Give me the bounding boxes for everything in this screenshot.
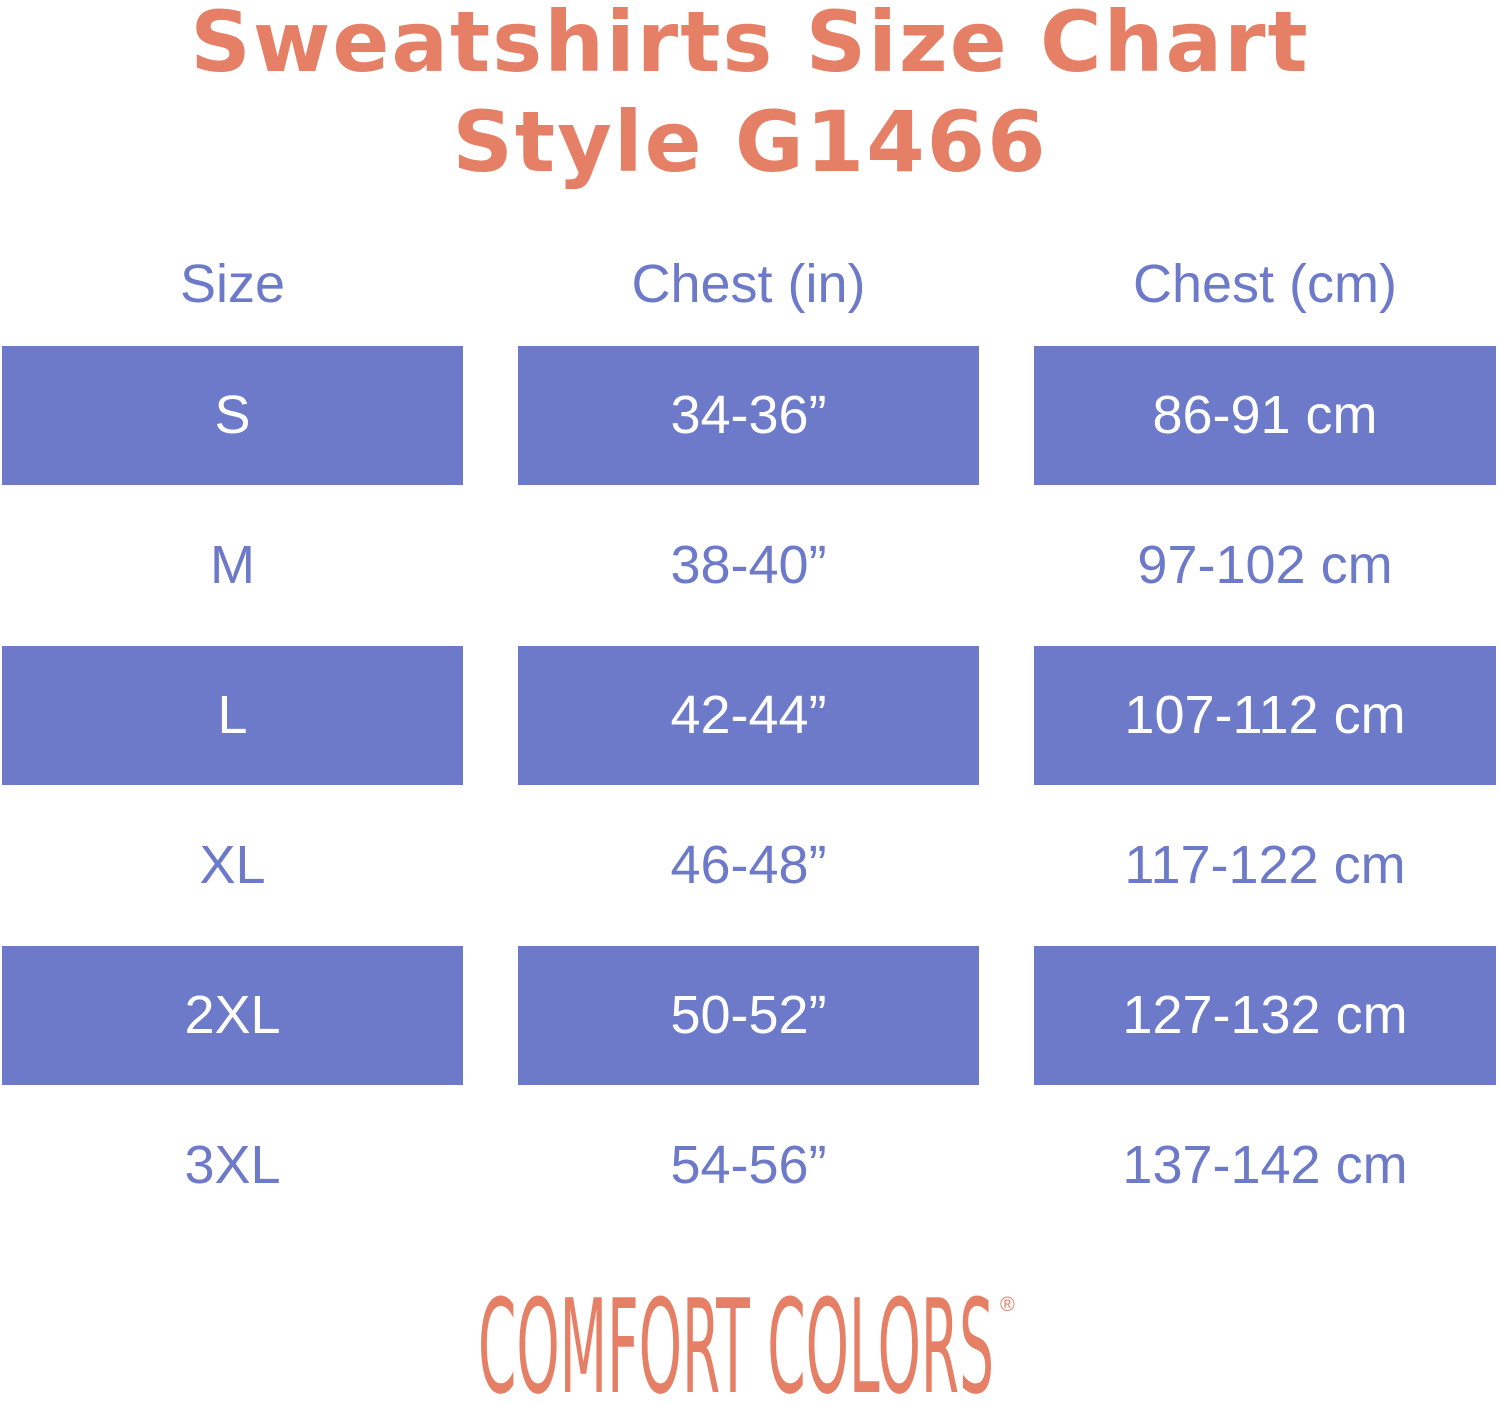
size-cell: M xyxy=(210,535,255,595)
size-cell: XL xyxy=(199,835,266,895)
chest-cm-cell: 117-122 cm xyxy=(1124,835,1406,895)
header-size: Size xyxy=(179,254,286,314)
chest-in-cell: 34-36” xyxy=(518,346,979,485)
brand-logo: COMFORT COLORS xyxy=(478,1292,994,1398)
chest-in-cell: 42-44” xyxy=(518,646,979,785)
registered-mark: ® xyxy=(1000,1294,1015,1316)
size-cell: 3XL xyxy=(184,1135,281,1195)
size-cell: L xyxy=(2,646,463,785)
brand-logo-svg: COMFORT COLORS xyxy=(478,1292,994,1398)
chest-cm-cell: 137-142 cm xyxy=(1122,1135,1408,1195)
brand-logo-text: COMFORT COLORS xyxy=(478,1292,994,1398)
chart-subtitle: Style G1466 xyxy=(452,93,1048,191)
chest-in-cell: 46-48” xyxy=(670,835,827,895)
header-chest-in: Chest (in) xyxy=(631,254,866,314)
chest-cm-cell: 97-102 cm xyxy=(1137,535,1393,595)
chest-cm-cell: 127-132 cm xyxy=(1034,946,1496,1085)
header-chest-cm: Chest (cm) xyxy=(1132,254,1397,314)
chest-cm-cell: 107-112 cm xyxy=(1034,646,1496,785)
chest-cm-cell: 86-91 cm xyxy=(1034,346,1496,485)
chest-in-cell: 54-56” xyxy=(670,1135,827,1195)
size-cell: 2XL xyxy=(2,946,463,1085)
chest-in-cell: 38-40” xyxy=(670,535,827,595)
chest-in-cell: 50-52” xyxy=(518,946,979,1085)
size-cell: S xyxy=(2,346,463,485)
chart-title: Sweatshirts Size Chart xyxy=(190,0,1310,91)
